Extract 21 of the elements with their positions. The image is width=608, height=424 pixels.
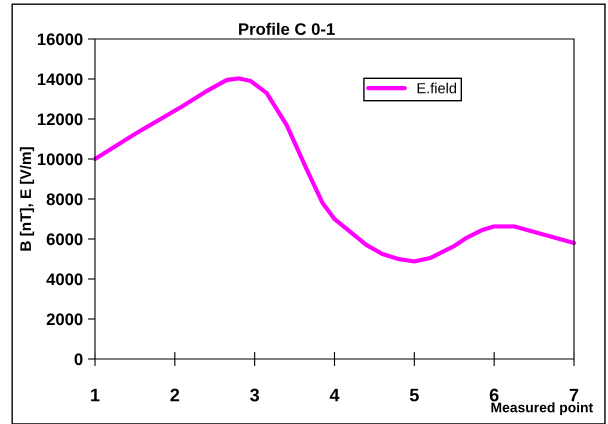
x-tick-label: 1 <box>91 388 100 402</box>
x-tick-label: 2 <box>170 388 180 402</box>
y-tick-label: 12000 <box>38 113 83 126</box>
x-tick-label: 3 <box>250 388 260 402</box>
y-tick-label: 4000 <box>46 273 83 286</box>
chart-title: Profile C 0-1 <box>239 22 335 35</box>
x-tick-label: 5 <box>410 388 419 402</box>
legend-label: E.field <box>418 82 456 94</box>
y-tick-label: 16000 <box>38 33 83 46</box>
line-series <box>92 76 576 264</box>
y-tick-label: 10000 <box>38 153 83 166</box>
y-tick-label: 14000 <box>38 73 83 86</box>
x-axis-title: Measured point <box>491 402 593 416</box>
y-tick-label: 2000 <box>46 313 83 326</box>
y-tick-label: 8000 <box>46 193 83 206</box>
x-tick-label: 7 <box>570 388 578 402</box>
y-axis-title: B [nT], E [V/m] <box>20 147 34 251</box>
y-tick-label: 0 <box>74 353 83 366</box>
y-tick-label: 6000 <box>46 233 83 246</box>
x-tick-label: 4 <box>330 388 340 402</box>
x-tick-label: 6 <box>490 388 499 402</box>
